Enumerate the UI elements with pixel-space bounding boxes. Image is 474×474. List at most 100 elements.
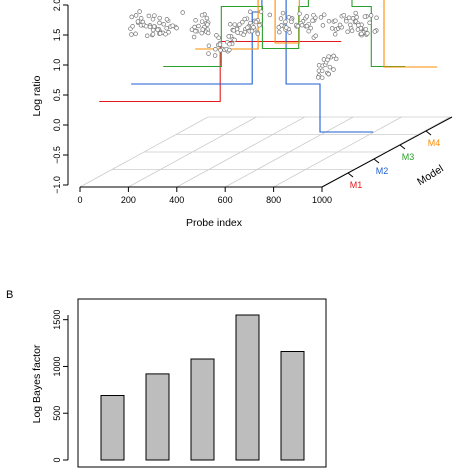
bar [280, 351, 305, 461]
data-point [170, 23, 175, 28]
data-point [138, 16, 144, 21]
data-point [214, 33, 219, 38]
data-point [306, 28, 311, 34]
y-tick-label: −1.0 [52, 176, 62, 194]
plot-frame [77, 298, 327, 468]
data-point [245, 25, 250, 30]
data-point [277, 29, 282, 35]
data-point [232, 22, 237, 27]
model-axis-title: Model [415, 163, 446, 188]
data-point [350, 16, 356, 21]
data-point [247, 9, 253, 15]
data-point [206, 43, 212, 49]
floor-grid-line [273, 116, 402, 188]
model-segment-line [131, 0, 374, 133]
data-point [240, 19, 245, 25]
data-point [144, 33, 150, 39]
data-point [318, 15, 324, 20]
data-point [133, 31, 138, 37]
data-point [332, 32, 338, 37]
bar [190, 358, 215, 461]
floor-grid [79, 116, 451, 188]
model-tick [347, 172, 354, 178]
model-segments [99, 0, 438, 133]
data-point [130, 24, 135, 29]
data-point [137, 9, 142, 14]
data-point [326, 18, 332, 24]
data-point [326, 71, 331, 77]
model-segment-line [99, 40, 342, 103]
model-segment-line [195, 0, 438, 68]
y-tick-label: −0.5 [52, 146, 62, 164]
data-point [319, 68, 325, 74]
data-point [341, 12, 347, 18]
data-point [226, 34, 231, 39]
data-point [251, 25, 256, 30]
model-axis-ticks: M1 M2 M3 M4 [347, 130, 440, 190]
x-tick-label: 600 [218, 195, 233, 205]
b-y-axis-ticks: 0 500 1000 1500 [52, 310, 68, 463]
data-point [180, 10, 185, 15]
data-point [349, 28, 355, 34]
data-point [353, 10, 358, 16]
bars [100, 314, 305, 461]
data-point [157, 31, 163, 36]
data-point [362, 14, 368, 19]
log-ratio-points [128, 9, 379, 80]
data-point [199, 12, 205, 18]
data-point [227, 47, 232, 53]
data-point [129, 14, 134, 20]
data-point [299, 22, 305, 28]
data-point [217, 42, 223, 47]
z-axis-line [321, 116, 453, 188]
data-point [227, 22, 233, 27]
data-point [174, 25, 179, 31]
model-tick-label: M1 [350, 180, 363, 190]
data-point [348, 22, 353, 28]
data-point [218, 48, 223, 53]
data-point [283, 19, 288, 25]
data-point [163, 31, 168, 37]
data-point [337, 22, 343, 28]
data-point [193, 28, 198, 34]
panel-b-bar-chart: B 0 500 1000 1500 Log Bayes factor [6, 289, 327, 468]
data-point [345, 29, 350, 35]
data-point [321, 12, 327, 17]
data-point [150, 31, 156, 37]
data-point [205, 30, 211, 36]
model-tick [425, 130, 432, 136]
data-point [143, 23, 149, 29]
b-y-tick-label: 0 [52, 457, 62, 462]
bar [100, 395, 125, 461]
data-point [242, 16, 247, 22]
data-point [155, 27, 160, 33]
data-point [196, 23, 201, 29]
data-point [325, 57, 330, 63]
data-point [133, 13, 139, 18]
data-point [344, 18, 349, 24]
data-point [295, 23, 301, 29]
y-tick-label: 1.5 [52, 29, 62, 42]
data-point [315, 75, 321, 80]
data-point [356, 22, 361, 28]
floor-grid-line [225, 116, 354, 188]
data-point [191, 34, 197, 40]
data-point [199, 19, 205, 24]
data-point [313, 33, 318, 39]
b-y-tick-label: 500 [52, 406, 62, 421]
x-tick-label: 400 [169, 195, 184, 205]
data-point [276, 25, 282, 30]
y-tick-label: 0.0 [52, 119, 62, 132]
data-point [161, 22, 166, 27]
model-tick-label: M3 [402, 152, 415, 162]
x-tick-label: 200 [121, 195, 136, 205]
data-point [368, 13, 374, 18]
x-tick-label: 0 [77, 195, 82, 205]
b-y-axis-title: Log Bayes factor [31, 344, 43, 423]
data-point [372, 29, 378, 34]
data-point [319, 75, 325, 80]
data-point [152, 13, 157, 18]
data-point [374, 15, 379, 21]
b-y-tick-label: 1000 [52, 356, 62, 376]
data-point [189, 27, 195, 32]
